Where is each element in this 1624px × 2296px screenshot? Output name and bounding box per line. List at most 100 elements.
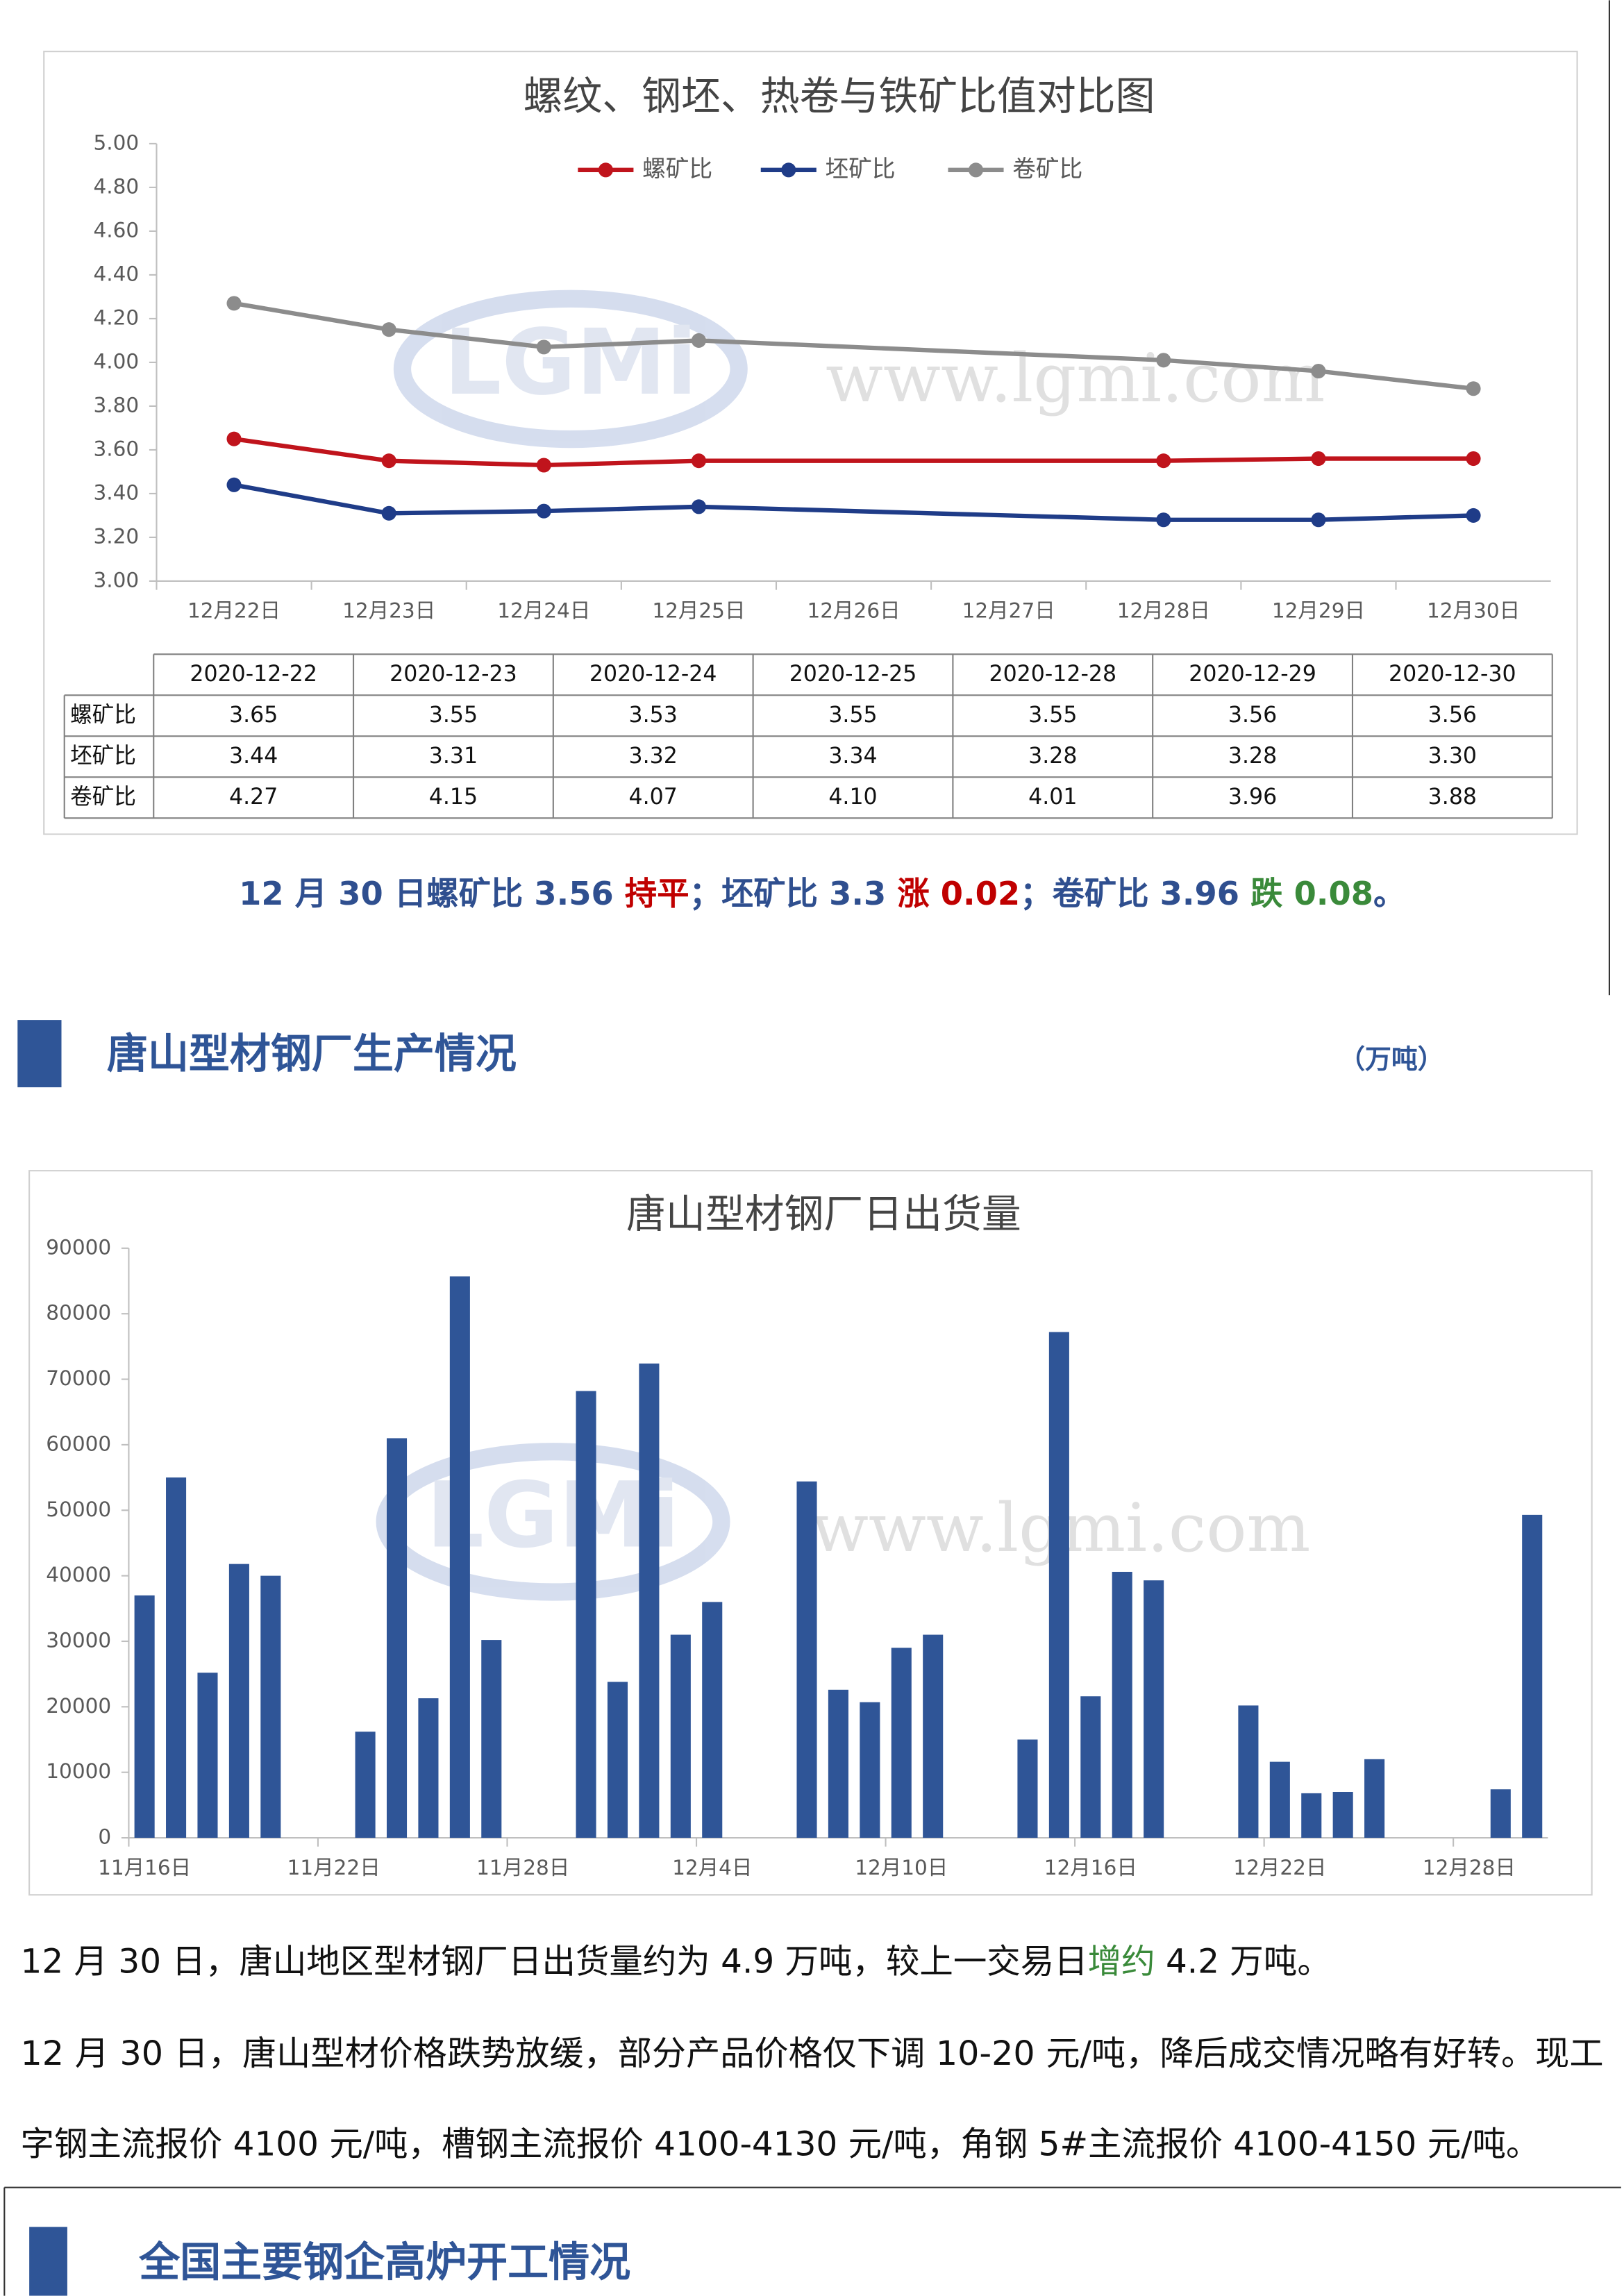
table-cell: 3.32 [629,744,678,769]
y-tick-label: 4.00 [93,349,139,373]
table-cell: 3.56 [1428,703,1477,728]
bar [134,1595,155,1838]
table-cell: 3.55 [828,703,877,728]
bar [449,1276,470,1838]
point [691,333,706,348]
bar [1238,1705,1259,1838]
note-part: 增约 [1088,1942,1155,1981]
bar [228,1564,249,1838]
y-tick-label: 10000 [46,1759,111,1783]
chart-title: 唐山型材钢厂日出货量 [626,1191,1021,1237]
logo-ring [393,290,748,449]
summary-part: 涨 0.02 [897,875,1020,912]
chart: 唐山型材钢厂日出货量 0 10000 20000 30000 40000 50000 6000… [46,1191,1548,1879]
logo: LGMi [444,310,697,415]
point [1156,512,1171,528]
table-row-label: 螺矿比 [70,703,136,728]
table-cell: 3.31 [429,744,478,769]
y-tick-label: 3.00 [93,568,139,592]
point [1156,453,1171,469]
summary-part: 。 [1373,875,1405,912]
heading-bar [17,1020,62,1088]
y-tick-label: 5.00 [93,131,139,154]
point [1311,512,1326,528]
x-tick-label: 12月22日 [1233,1856,1326,1879]
bar [828,1689,848,1838]
table-cell: 3.44 [229,744,278,769]
point [226,431,242,446]
y-tick-label: 4.40 [93,262,139,285]
point [536,458,551,473]
table-header: 2020-12-25 [789,662,917,687]
y-tick-label: 70000 [46,1366,111,1390]
table-header: 2020-12-28 [989,662,1116,687]
y-tick-label: 4.60 [93,218,139,242]
bar [418,1698,439,1838]
bar [1048,1332,1069,1838]
table-cell: 4.15 [429,785,478,810]
point [536,503,551,519]
bar [1144,1580,1164,1838]
x-tick-label: 12月30日 [1427,599,1520,623]
point [1466,381,1481,396]
point [381,322,396,337]
point [691,453,706,469]
table-header: 2020-12-22 [190,662,317,687]
y-tick-label: 4.80 [93,174,139,198]
logo-ring [376,1443,730,1601]
y-tick-label: 90000 [46,1235,111,1259]
bar [796,1481,817,1838]
note-part: 12 月 30 日，唐山地区型材钢厂日出货量约为 4.9 万吨，较上一交易日 [21,1942,1088,1981]
x-tick-label: 12月16日 [1044,1856,1137,1879]
table-cell: 3.55 [429,703,478,728]
x-tick-label: 12月4日 [672,1856,752,1879]
y-tick-label: 3.20 [93,524,139,548]
bar [1112,1571,1132,1838]
y-tick-label: 3.60 [93,437,139,460]
bar [1522,1514,1543,1838]
heading-bar [29,2227,67,2296]
point [381,453,396,469]
bar [923,1634,944,1838]
point [1311,451,1326,467]
x-tick-label: 12月25日 [652,599,745,623]
x-tick-label: 12月28日 [1117,599,1210,623]
table-cell: 3.56 [1228,703,1277,728]
x-tick-label: 12月24日 [497,599,590,623]
bar [576,1391,596,1838]
point [226,477,242,492]
site: www.lgmi.com [826,339,1325,417]
summary-part: 跌 0.08 [1250,875,1373,912]
chart: 螺纹、钢坯、热卷与铁矿比值对比图 3.00 3.20 3.40 3.60 3.80 4.00… [63,74,1553,819]
x-tick-label: 12月28日 [1423,1856,1516,1879]
note-part: 4.2 万吨。 [1155,1942,1331,1981]
bar [702,1602,723,1838]
table-cell: 4.10 [828,785,877,810]
y-tick-label: 4.20 [93,305,139,329]
summary-part: ；坯矿比 3.3 [689,875,898,912]
x-tick-label: 11月22日 [287,1856,380,1879]
x-tick-label: 11月28日 [476,1856,569,1879]
bar [860,1702,880,1838]
chart-frame [43,51,1578,835]
summary-part: 12 月 30 日螺矿比 3.56 [239,875,625,912]
point [1466,451,1481,467]
note: 12 月 30 日，唐山地区型材钢厂日出货量约为 4.9 万吨，较上一交易日增约… [21,1942,1331,1981]
summary-part: ；卷矿比 3.96 [1020,875,1250,912]
summary: 12 月 30 日螺矿比 3.56 持平；坯矿比 3.3 涨 0.02；卷矿比 … [239,875,1405,912]
table-cell: 3.65 [229,703,278,728]
bar [1301,1793,1322,1838]
table-row-label: 卷矿比 [70,785,136,810]
x-tick-label: 12月29日 [1272,599,1365,623]
y-tick-label: 80000 [46,1301,111,1325]
legend-label: 螺矿比 [642,155,712,182]
y-tick-label: 20000 [46,1694,111,1718]
table-cell: 3.88 [1428,785,1477,810]
y-tick-label: 0 [98,1825,111,1849]
x-tick-label: 12月23日 [342,599,435,623]
table-cell: 3.55 [1028,703,1077,728]
note-line: 字钢主流报价 4100 元/吨，槽钢主流报价 4100-4130 元/吨，角钢 … [21,2125,1540,2164]
y-tick-label: 60000 [46,1432,111,1455]
y-tick-label: 3.80 [93,393,139,417]
point [226,296,242,311]
